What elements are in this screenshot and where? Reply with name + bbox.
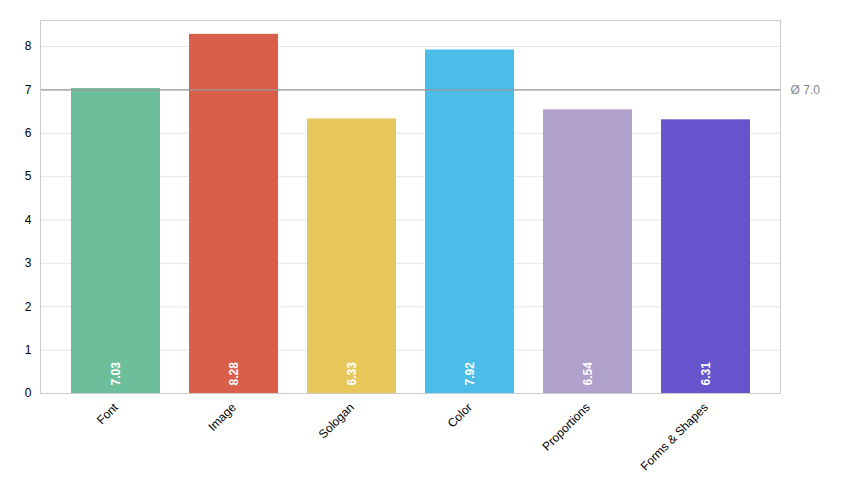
svg-text:6: 6 [25,126,32,140]
svg-text:2: 2 [25,300,32,314]
svg-text:4: 4 [25,213,32,227]
svg-text:Forms & Shapes: Forms & Shapes [638,400,711,473]
svg-text:6.31: 6.31 [699,362,713,386]
svg-text:3: 3 [25,256,32,270]
svg-text:Color: Color [445,400,475,430]
svg-text:0: 0 [25,386,32,400]
svg-text:7.92: 7.92 [463,362,477,386]
svg-text:7.03: 7.03 [109,362,123,386]
svg-text:8: 8 [25,39,32,53]
svg-text:Sologan: Sologan [316,400,357,441]
svg-text:Image: Image [205,400,239,434]
svg-text:Proportions: Proportions [540,400,593,453]
svg-text:5: 5 [25,169,32,183]
svg-text:6.54: 6.54 [581,362,595,386]
svg-text:7: 7 [25,83,32,97]
svg-text:1: 1 [25,343,32,357]
svg-text:Font: Font [94,400,121,427]
svg-text:Ø 7.0: Ø 7.0 [791,83,821,97]
svg-text:8.28: 8.28 [227,362,241,386]
svg-text:6.33: 6.33 [345,362,359,386]
